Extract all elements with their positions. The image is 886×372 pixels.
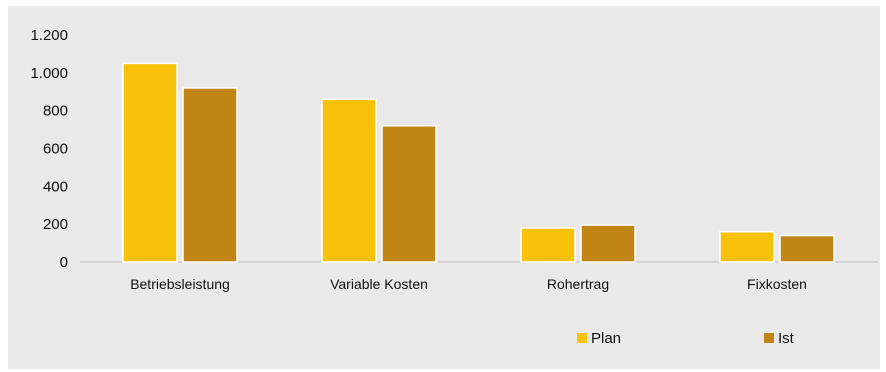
legend-label-ist: Ist (778, 330, 795, 347)
x-category-label: Rohertrag (547, 276, 609, 292)
x-category-label: Betriebsleistung (130, 276, 230, 292)
y-tick-label: 200 (43, 216, 68, 233)
bar-ist-4 (779, 234, 835, 263)
y-tick-label: 600 (43, 141, 68, 158)
bar-ist-3 (580, 224, 636, 263)
legend-swatch-ist (764, 333, 774, 343)
x-category-label: Fixkosten (747, 276, 807, 292)
y-tick-label: 1.200 (30, 27, 68, 44)
y-tick-label: 800 (43, 103, 68, 120)
y-axis-ticks: 0 200 400 600 800 1.000 1.200 (30, 27, 68, 271)
legend: Plan Ist (577, 330, 795, 347)
legend-label-plan: Plan (591, 330, 621, 347)
bar-plan-3 (520, 227, 576, 263)
y-tick-label: 1.000 (30, 65, 68, 82)
bar-plan-2 (321, 98, 377, 263)
bar-ist-2 (381, 125, 437, 263)
y-tick-label: 0 (60, 254, 68, 271)
bars (122, 62, 835, 263)
bar-ist-1 (182, 87, 238, 263)
legend-swatch-plan (577, 333, 587, 343)
x-category-label: Variable Kosten (330, 276, 428, 292)
bar-plan-1 (122, 62, 178, 263)
y-tick-label: 400 (43, 178, 68, 195)
category-labels: Betriebsleistung Variable Kosten Rohertrag… (130, 276, 807, 292)
bar-plan-4 (719, 230, 775, 263)
